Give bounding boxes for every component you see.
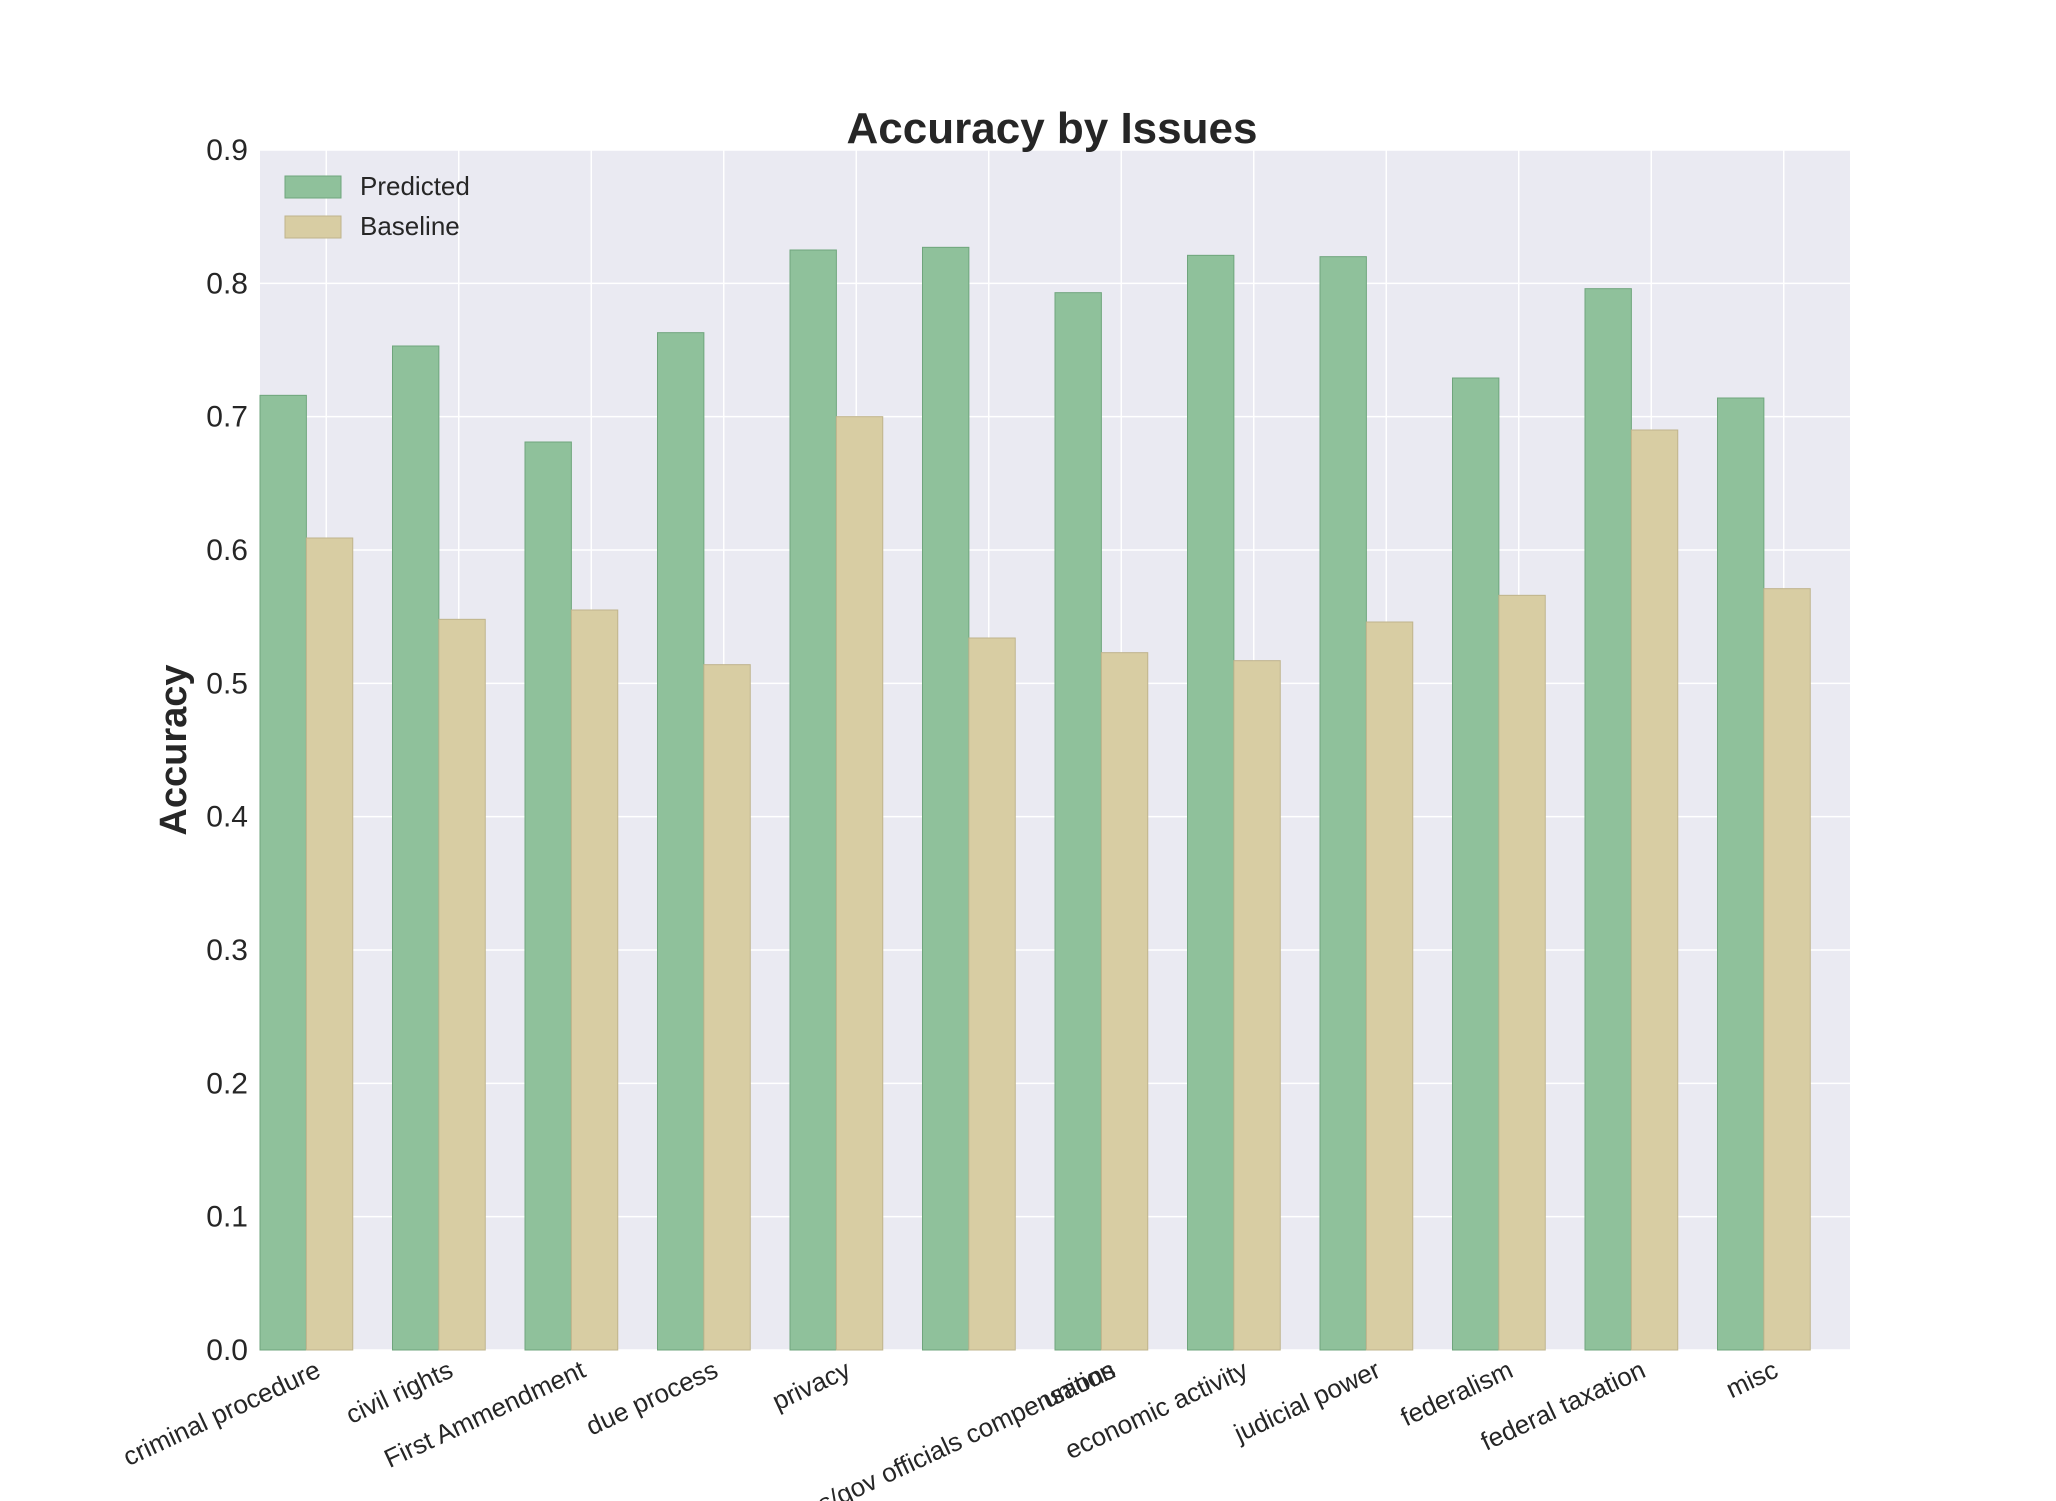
legend: Predicted Baseline (284, 171, 470, 241)
y-tick-label: 0.0 (206, 1334, 248, 1367)
bar-baseline (1763, 588, 1811, 1351)
y-tick-label: 0.3 (206, 934, 248, 967)
bar-baseline (835, 416, 884, 1351)
bar-predicted (392, 345, 440, 1351)
bar-predicted (1187, 254, 1235, 1351)
bar-predicted (789, 249, 837, 1351)
bar-predicted (657, 332, 705, 1351)
y-axis-ticks: 0.0 0.1 0.2 0.3 0.4 0.5 0.6 0.7 0.8 0.9 (206, 134, 248, 1367)
bar-predicted (259, 394, 307, 1351)
bar-baseline (570, 609, 619, 1351)
bar-baseline (1498, 594, 1546, 1351)
bar-baseline (305, 537, 354, 1351)
bar-baseline (1100, 652, 1149, 1351)
legend-swatch (284, 175, 342, 199)
bar-baseline (968, 637, 1016, 1351)
bar-predicted (922, 246, 970, 1351)
bar-baseline (1630, 429, 1679, 1351)
bar-predicted (1452, 377, 1500, 1351)
bars (259, 246, 1811, 1351)
y-axis-label: Accuracy (153, 664, 195, 835)
legend-label: Predicted (360, 171, 470, 201)
x-tick-label: privacy (767, 1354, 854, 1416)
y-tick-label: 0.5 (206, 667, 248, 700)
bar-predicted (1054, 292, 1102, 1351)
y-tick-label: 0.7 (206, 401, 248, 434)
x-tick-label: misc (1721, 1354, 1782, 1404)
y-tick-label: 0.9 (206, 134, 248, 167)
y-tick-label: 0.8 (206, 267, 248, 300)
bar-baseline (438, 618, 486, 1351)
bar-predicted (1584, 288, 1632, 1351)
legend-label: Baseline (360, 211, 460, 241)
x-tick-label: criminal procedure (118, 1354, 325, 1472)
chart-title: Accuracy by Issues (847, 104, 1258, 153)
y-tick-label: 0.4 (206, 801, 248, 834)
bar-baseline (1233, 660, 1281, 1351)
x-tick-label: attorneys/gov officials compensation (728, 1354, 1120, 1501)
y-tick-label: 0.1 (206, 1201, 248, 1234)
x-tick-label: judicial power (1228, 1354, 1385, 1448)
x-tick-label: due process (581, 1354, 722, 1441)
bar-baseline (703, 664, 751, 1351)
bar-predicted (524, 441, 572, 1351)
bar-predicted (1717, 397, 1765, 1351)
bar-baseline (1365, 621, 1414, 1351)
y-tick-label: 0.6 (206, 534, 248, 567)
bar-predicted (1319, 256, 1367, 1351)
y-tick-label: 0.2 (206, 1067, 248, 1100)
legend-swatch (284, 215, 342, 239)
